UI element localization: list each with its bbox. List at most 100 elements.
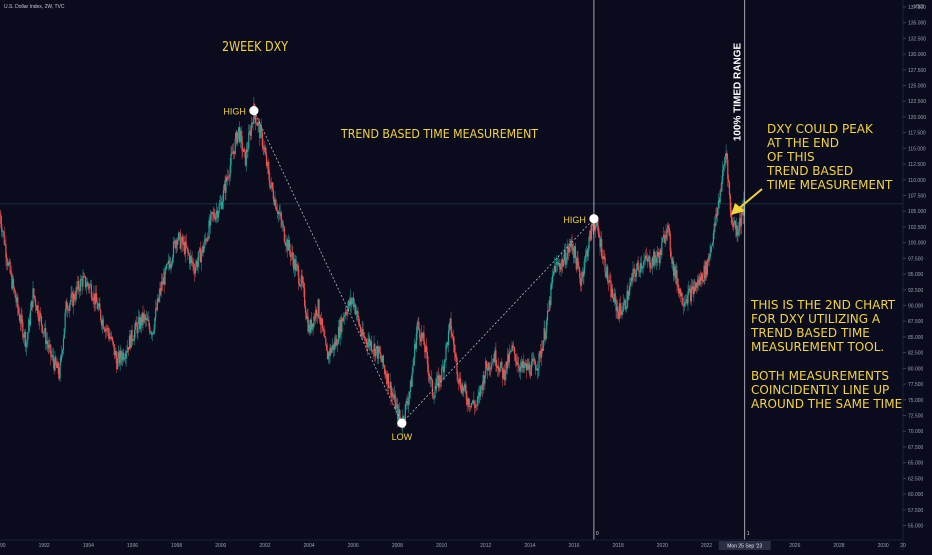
pivot-label: HIGH xyxy=(563,215,586,225)
candle-body xyxy=(87,282,89,286)
candle-body xyxy=(306,316,308,319)
candle-body xyxy=(312,323,314,327)
candle-body xyxy=(622,310,624,312)
candle-body xyxy=(348,300,351,306)
candle-body xyxy=(359,324,361,327)
candle-body xyxy=(585,250,588,255)
candle-body xyxy=(347,306,349,315)
candle-body xyxy=(27,332,29,340)
candle-body xyxy=(573,250,575,259)
candle-body xyxy=(626,291,628,309)
candle-body xyxy=(667,225,670,229)
candle-body xyxy=(53,362,55,371)
candle-body xyxy=(301,275,303,282)
candle-body xyxy=(237,132,239,143)
price-axis-bg[interactable] xyxy=(903,0,932,550)
candle-body xyxy=(18,313,21,321)
candle-body xyxy=(715,213,717,226)
candle-body xyxy=(545,332,547,339)
candle-body xyxy=(382,355,384,366)
candle-body xyxy=(708,255,710,262)
candle-body xyxy=(369,338,371,347)
candle-body xyxy=(65,301,67,313)
candle-body xyxy=(40,312,42,317)
candle-body xyxy=(205,239,208,242)
candle-body xyxy=(441,368,443,382)
candle-body xyxy=(15,297,17,303)
candle-body xyxy=(615,298,617,311)
x-tick-label: 2004 xyxy=(304,543,315,549)
candle-body xyxy=(227,176,230,178)
candle-body xyxy=(519,368,521,372)
y-tick-label: 60.000 xyxy=(908,492,924,498)
candle-body xyxy=(496,365,498,369)
candle-body xyxy=(213,212,215,217)
candle-body xyxy=(206,237,208,242)
candle-body xyxy=(588,237,590,249)
y-tick-label: 110.000 xyxy=(908,178,926,184)
candle-body xyxy=(590,230,592,240)
candles xyxy=(0,97,745,435)
candle-body xyxy=(169,264,171,268)
candle-body xyxy=(67,310,70,312)
candle-body xyxy=(694,286,696,291)
candle-body xyxy=(263,147,265,149)
candle-body xyxy=(332,344,335,351)
candle-body xyxy=(28,319,30,333)
candle-body xyxy=(664,238,666,243)
candle-body xyxy=(282,224,285,228)
candle-body xyxy=(221,201,224,209)
y-tick-label: 125.000 xyxy=(908,83,926,89)
candle-body xyxy=(108,333,110,339)
candle-body xyxy=(453,344,456,353)
candle-body xyxy=(450,318,452,333)
candle-body xyxy=(123,358,125,360)
candle-body xyxy=(733,220,736,224)
candle-body xyxy=(249,130,251,133)
candle-body xyxy=(581,272,583,279)
candle-body xyxy=(663,234,665,243)
peak-note: DXY COULD PEAK AT THE END OF THIS TREND … xyxy=(766,122,893,192)
candle-body xyxy=(701,273,703,282)
candle-body xyxy=(393,394,395,399)
candle-body xyxy=(449,318,451,324)
candle-body xyxy=(274,199,276,205)
candle-body xyxy=(354,304,357,315)
candle-body xyxy=(474,405,477,408)
candle-body xyxy=(574,246,577,258)
candle-body xyxy=(202,246,204,253)
candle-body xyxy=(596,220,598,226)
time-axis[interactable]: 1990 1992 1994 1996 1998 2000 2002 2004 2006 2008… xyxy=(0,543,906,549)
candle-body xyxy=(457,374,459,380)
candle-body xyxy=(425,345,427,353)
candle-body xyxy=(646,258,648,262)
candle-body xyxy=(669,233,671,252)
candle-body xyxy=(640,263,642,273)
candle-body xyxy=(488,362,490,370)
chart-note-line: THIS IS THE 2ND CHART xyxy=(750,298,896,312)
candle-body xyxy=(438,375,440,388)
candle-body xyxy=(130,330,132,348)
candle-body xyxy=(736,225,738,236)
candle-body xyxy=(331,344,334,349)
candle-body xyxy=(275,199,277,210)
candle-body xyxy=(485,361,487,376)
candle-body xyxy=(311,323,313,330)
candle-body xyxy=(506,361,508,369)
candle-body xyxy=(193,263,195,271)
candle-body xyxy=(192,263,194,264)
candle-body xyxy=(541,348,544,351)
candle-body xyxy=(120,350,122,358)
price-axis[interactable]: 55.000 57.500 60.000 62.500 65.000 67.500 70.0… xyxy=(903,5,926,530)
candle-body xyxy=(690,286,692,302)
candle-body xyxy=(116,358,118,370)
candle-body xyxy=(41,324,43,333)
y-tick-label: 97.500 xyxy=(908,256,924,262)
candle-body xyxy=(412,365,414,373)
candle-body xyxy=(501,361,503,369)
candle-body xyxy=(625,308,627,310)
candle-body xyxy=(114,351,116,356)
